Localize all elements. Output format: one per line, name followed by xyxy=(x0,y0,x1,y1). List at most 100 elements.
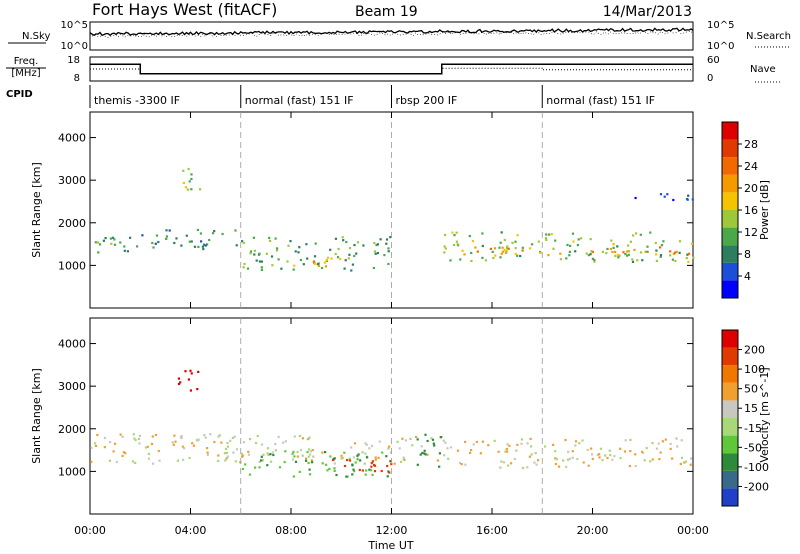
data-cell xyxy=(443,251,446,254)
data-cell xyxy=(390,463,393,466)
data-cell xyxy=(370,444,374,448)
data-cell xyxy=(165,235,168,238)
data-cell xyxy=(646,245,649,248)
data-cell xyxy=(191,442,194,445)
data-cell xyxy=(572,240,575,243)
data-cell xyxy=(298,434,301,438)
data-cell xyxy=(493,247,497,250)
data-cell xyxy=(206,453,209,456)
cpid-segment-label: rbsp 200 IF xyxy=(396,94,458,107)
data-cell xyxy=(416,463,419,466)
data-cell xyxy=(271,451,274,454)
data-cell xyxy=(601,250,604,253)
data-cell xyxy=(331,458,335,462)
power-colorbar: 4 8 12 16 20 24 28 xyxy=(721,121,758,299)
data-cell xyxy=(309,453,312,456)
data-cell xyxy=(305,243,308,246)
data-cell xyxy=(609,247,612,251)
power-scatter xyxy=(94,167,695,272)
data-cell xyxy=(507,247,510,250)
data-cell xyxy=(455,231,458,234)
data-cell xyxy=(330,257,333,260)
data-cell xyxy=(188,180,191,183)
data-cell xyxy=(235,448,239,451)
data-cell xyxy=(443,245,446,248)
nave-label: Nave xyxy=(750,64,776,75)
data-cell xyxy=(132,433,135,436)
data-cell xyxy=(213,440,216,444)
data-cell xyxy=(617,253,620,256)
data-cell xyxy=(173,434,176,437)
data-cell xyxy=(284,450,287,453)
data-cell xyxy=(249,252,252,255)
data-cell xyxy=(287,244,290,247)
data-cell xyxy=(96,433,99,437)
data-cell xyxy=(343,464,347,468)
data-cell xyxy=(559,252,562,255)
data-cell xyxy=(361,451,364,454)
data-cell xyxy=(593,260,596,263)
data-cell xyxy=(423,452,426,455)
data-cell xyxy=(385,455,388,458)
data-cell xyxy=(158,459,161,462)
data-cell xyxy=(267,453,270,456)
data-cell xyxy=(619,457,622,460)
data-cell xyxy=(180,435,183,438)
data-cell xyxy=(184,186,188,189)
colorbar-swatch xyxy=(722,139,738,158)
velocity-panel-frame xyxy=(89,317,694,515)
data-cell xyxy=(189,369,192,372)
velocity-colorbar-label: Velocity [m s^-1] xyxy=(758,367,771,462)
data-cell xyxy=(386,475,389,478)
colorbar-frame xyxy=(721,329,739,507)
data-cell xyxy=(229,439,232,442)
data-cell xyxy=(124,452,127,455)
data-cell xyxy=(151,435,154,438)
data-cell xyxy=(136,245,139,248)
data-cell xyxy=(500,231,503,234)
data-cell xyxy=(351,464,354,467)
data-cell xyxy=(110,242,113,245)
time-axis-label: Time UT xyxy=(367,539,413,552)
noise-right-tick-bottom: 10^0 xyxy=(707,41,734,52)
range-tick-label: 1000 xyxy=(58,465,86,478)
data-cell xyxy=(348,253,351,256)
data-cell xyxy=(690,457,693,460)
data-cell xyxy=(383,254,386,257)
data-cell xyxy=(179,381,182,384)
data-cell xyxy=(200,240,203,243)
data-cell xyxy=(114,442,117,445)
data-cell xyxy=(421,451,424,455)
colorbar-swatch xyxy=(722,330,738,348)
data-cell xyxy=(274,443,277,446)
colorbar-tick-label: 4 xyxy=(744,270,751,283)
data-cell xyxy=(339,258,342,261)
data-cell xyxy=(514,252,517,256)
data-cell xyxy=(444,247,447,250)
data-cell xyxy=(691,198,694,201)
data-cell xyxy=(192,444,196,447)
data-cell xyxy=(534,452,537,455)
data-cell xyxy=(199,232,202,235)
data-cell xyxy=(571,456,574,459)
data-cell xyxy=(243,262,246,266)
data-cell xyxy=(378,440,381,443)
data-cell xyxy=(516,443,519,446)
data-cell xyxy=(586,448,589,451)
data-cell xyxy=(189,389,192,392)
data-cell xyxy=(504,250,507,253)
data-cell xyxy=(430,437,433,440)
data-cell xyxy=(526,442,529,445)
data-cell xyxy=(662,240,665,243)
data-cell xyxy=(578,442,581,445)
data-cell xyxy=(268,236,271,239)
data-cell xyxy=(411,444,414,447)
data-cell xyxy=(612,243,615,246)
data-cell xyxy=(455,240,458,243)
data-cell xyxy=(115,460,118,464)
data-cell xyxy=(460,463,463,466)
data-cell xyxy=(333,469,336,472)
data-cell xyxy=(471,240,474,243)
data-cell xyxy=(554,462,558,466)
nave-trace xyxy=(90,67,693,75)
